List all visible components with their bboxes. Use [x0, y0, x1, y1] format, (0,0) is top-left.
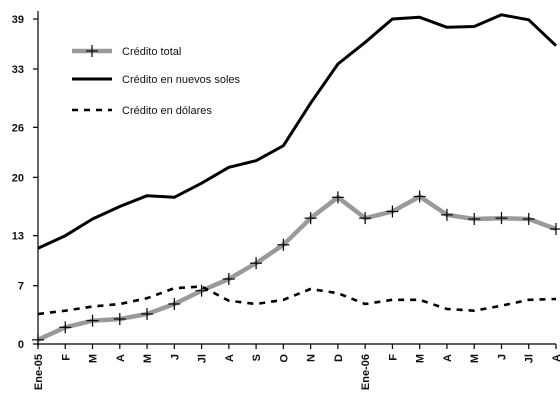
x-tick-label: N — [306, 354, 318, 362]
legend: Crédito total Crédito en nuevos soles Créd… — [72, 45, 241, 117]
legend-label: Crédito en nuevos soles — [122, 74, 241, 86]
x-tick-label: A — [115, 354, 127, 362]
series-line-2 — [37, 285, 557, 316]
x-tick-label: M — [142, 354, 154, 363]
y-tick-label: 0 — [18, 339, 24, 351]
data-point-marker — [550, 223, 560, 235]
data-point-marker — [331, 191, 344, 204]
x-tick-label: F — [60, 354, 72, 361]
y-tick-label: 7 — [18, 281, 24, 293]
series-line-0 — [37, 194, 557, 342]
data-point-marker — [413, 190, 426, 203]
x-tick-label: S — [251, 354, 263, 361]
data-point-marker — [222, 273, 235, 285]
y-tick-label: 13 — [12, 231, 24, 243]
data-point-marker — [113, 313, 126, 325]
data-point-marker — [86, 314, 99, 327]
x-axis-ticks: Ene-05 F M A M J Jl A S O N D Ene-06 F M A M J Jl A — [33, 344, 560, 390]
data-point-marker — [168, 298, 181, 310]
x-tick-label: Jl — [197, 354, 209, 363]
data-point-marker — [495, 212, 508, 225]
y-tick-label: 26 — [12, 122, 24, 134]
x-tick-label: A — [551, 354, 560, 362]
x-tick-label: F — [387, 354, 399, 361]
legend-label: Crédito en dólares — [122, 105, 212, 117]
data-point-marker — [277, 238, 290, 251]
x-tick-label: M — [415, 354, 427, 363]
x-tick-label: Ene-05 — [33, 354, 45, 390]
x-tick-label: M — [88, 354, 100, 363]
data-point-marker — [141, 308, 154, 320]
y-tick-label: 39 — [12, 14, 24, 26]
data-point-marker — [32, 333, 44, 346]
y-tick-label: 33 — [12, 64, 24, 76]
series-line-1 — [37, 13, 558, 250]
legend-label: Crédito total — [122, 46, 181, 58]
x-tick-label: A — [224, 354, 236, 362]
y-tick-label: 20 — [12, 172, 24, 184]
data-point-marker — [522, 213, 535, 225]
x-tick-label: Jl — [524, 354, 536, 363]
data-point-marker — [250, 257, 263, 270]
data-point-marker — [195, 284, 208, 297]
data-point-marker — [59, 321, 72, 334]
x-tick-label: A — [442, 354, 454, 362]
x-tick-label: D — [333, 354, 345, 362]
x-tick-label: J — [169, 354, 181, 360]
x-tick-label: O — [278, 354, 290, 363]
data-point-marker — [386, 205, 399, 218]
x-tick-label: Ene-06 — [360, 354, 372, 390]
data-point-marker — [468, 213, 481, 225]
y-axis-ticks: 0 7 13 20 26 33 39 — [12, 14, 38, 351]
x-tick-label: J — [496, 354, 508, 360]
data-point-marker — [359, 212, 372, 225]
data-point-marker — [304, 212, 317, 225]
x-tick-label: M — [469, 354, 481, 363]
series-lines — [32, 13, 560, 346]
data-point-marker — [440, 208, 453, 221]
